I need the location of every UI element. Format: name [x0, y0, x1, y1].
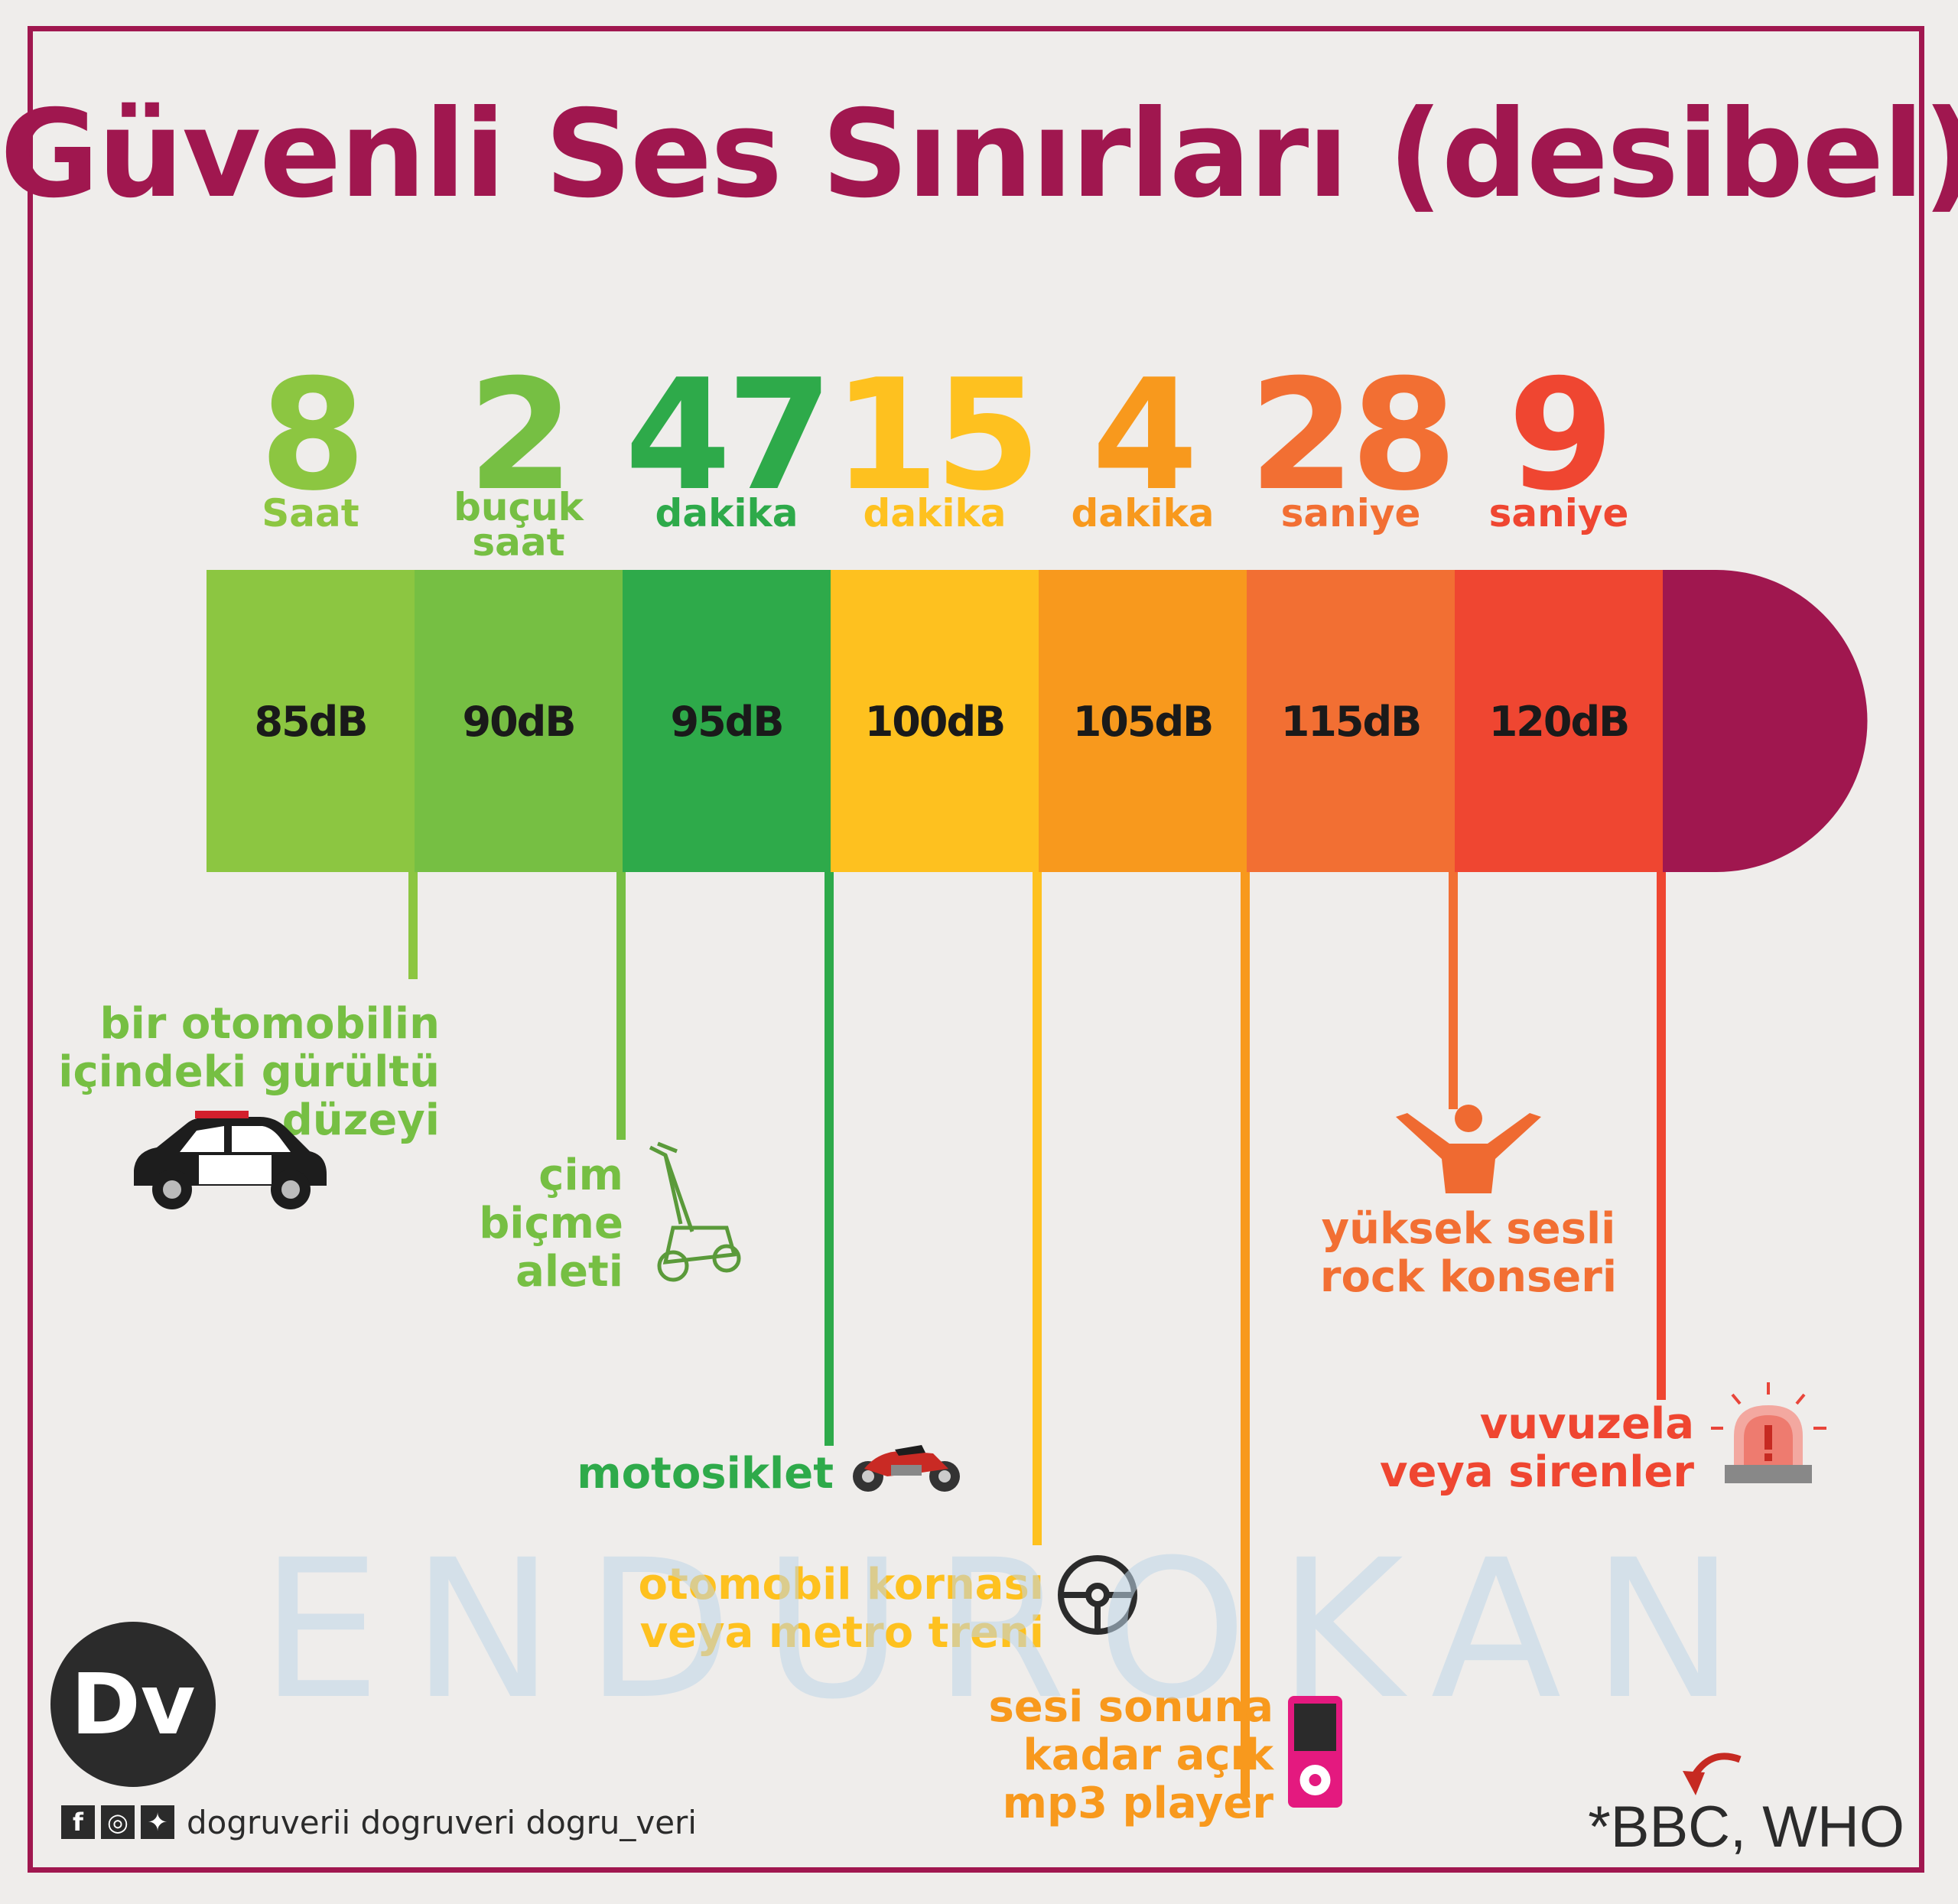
duration-number-105: 4 — [1091, 347, 1198, 525]
twitter-icon: ✦ — [141, 1805, 174, 1839]
example-siren: vuvuzela veya sirenler — [1379, 1399, 1694, 1497]
band-segment-100dB — [831, 570, 1039, 872]
siren-icon — [1711, 1382, 1826, 1483]
db-label-95: 95dB — [670, 698, 785, 746]
frame-border — [28, 26, 1924, 1873]
band-segment-90dB — [415, 570, 623, 872]
duration-number-100: 15 — [832, 347, 1041, 525]
duration-unit-120: saniye — [1488, 491, 1629, 535]
instagram-icon: ◎ — [101, 1805, 135, 1839]
example-horn: otomobil kornası veya metro treni — [638, 1560, 1044, 1658]
duration-unit-105: dakika — [1071, 491, 1215, 535]
example-concert: yüksek sesli rock konseri — [1319, 1204, 1618, 1302]
stem-100dB — [1033, 872, 1042, 1545]
band-segment-105dB — [1039, 570, 1247, 872]
facebook-icon: f — [61, 1805, 95, 1839]
example-motorcycle: motosiklet — [577, 1449, 834, 1499]
duration-unit-90: buçuk saat — [454, 485, 584, 565]
stem-105dB — [1241, 872, 1250, 1798]
duration-number-115: 28 — [1248, 347, 1457, 525]
example-mp3: sesi sonuna kadar açık mp3 player — [988, 1682, 1273, 1828]
page-title: Güvenli Ses Sınırları (desibel) — [0, 84, 1958, 225]
social-handles: dogruverii dogruveri dogru_veri — [187, 1803, 697, 1841]
social-bar: f ◎ ✦ dogruverii dogruveri dogru_veri — [61, 1803, 697, 1841]
motorcycle-icon — [853, 1445, 960, 1492]
lawn-mower-icon — [649, 1141, 741, 1282]
db-label-90: 90dB — [462, 698, 577, 746]
duration-number-85: 8 — [259, 347, 366, 525]
steering-wheel-icon — [1058, 1555, 1137, 1635]
duration-number-95: 47 — [624, 347, 833, 525]
mp3-player-icon — [1288, 1696, 1342, 1808]
duration-unit-95: dakika — [655, 491, 798, 535]
band-segment-85dB — [207, 570, 415, 872]
duration-number-120: 9 — [1508, 347, 1614, 525]
example-car: bir otomobilin içindeki gürültü düzeyi — [58, 999, 440, 1145]
db-label-120: 120dB — [1488, 698, 1631, 746]
duration-unit-85: Saat — [262, 491, 359, 535]
stem-120dB — [1657, 872, 1666, 1400]
db-label-115: 115dB — [1280, 698, 1423, 746]
watermark: ENDUROKAN — [260, 1518, 1766, 1741]
concert-person-icon — [1396, 1105, 1541, 1193]
stem-95dB — [825, 872, 834, 1446]
source-note: *BBC, WHO — [1588, 1795, 1904, 1860]
logo: Dv — [50, 1622, 216, 1787]
stem-85dB — [408, 872, 418, 979]
db-label-105: 105dB — [1072, 698, 1215, 746]
band-end-cap — [1663, 570, 1868, 872]
curved-arrow-icon — [1683, 1753, 1742, 1795]
duration-number-90: 2 — [467, 347, 574, 525]
stem-115dB — [1449, 872, 1458, 1109]
band-segment-95dB — [623, 570, 831, 872]
db-label-85: 85dB — [254, 698, 369, 746]
duration-unit-100: dakika — [863, 491, 1007, 535]
db-label-100: 100dB — [864, 698, 1007, 746]
band-segment-115dB — [1247, 570, 1455, 872]
stem-90dB — [616, 872, 626, 1140]
duration-unit-115: saniye — [1280, 491, 1421, 535]
example-lawn-mower: çim biçme aleti — [479, 1151, 623, 1297]
band-segment-120dB — [1455, 570, 1664, 872]
car-icon — [134, 1111, 327, 1209]
